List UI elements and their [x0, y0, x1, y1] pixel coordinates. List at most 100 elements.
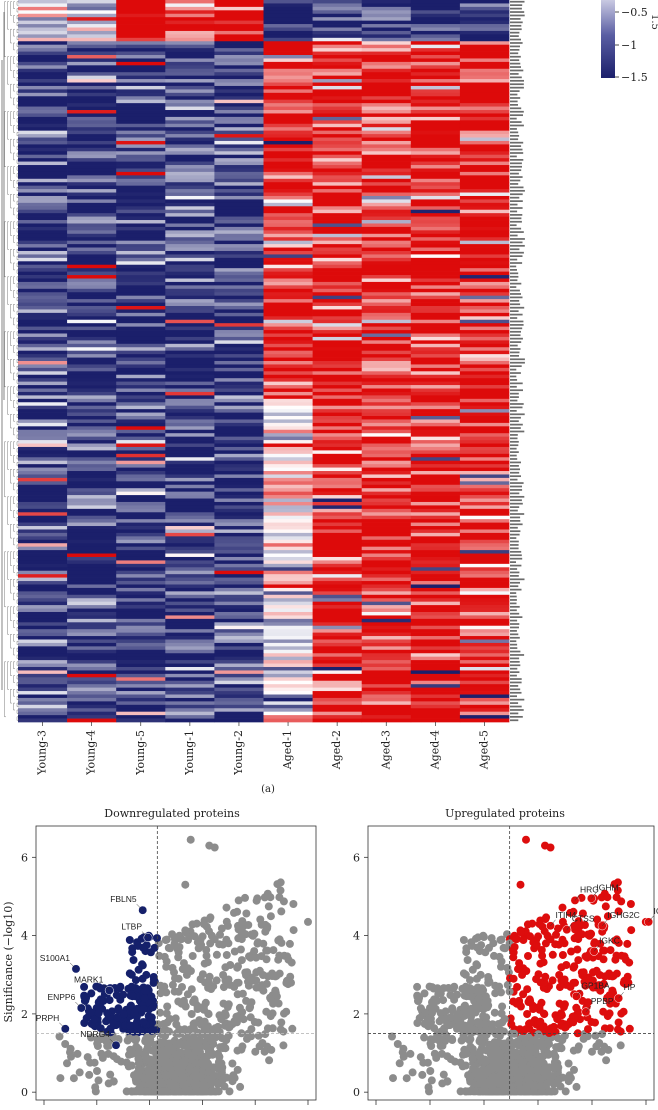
data-point: [198, 932, 207, 941]
heatmap-cell: [165, 570, 215, 575]
heatmap-cell: [459, 333, 510, 338]
heatmap-cell: [459, 481, 510, 486]
data-point: [69, 1074, 78, 1083]
column-labels: Young-3 Young-4 Young-5 Young-1 Young-2 Aged-…: [36, 722, 490, 776]
heatmap-cell: [67, 639, 117, 644]
heatmap-cell: [116, 99, 166, 104]
heatmap-cell: [459, 361, 510, 365]
heatmap-cell: [361, 357, 412, 362]
heatmap-cell: [263, 666, 313, 671]
heatmap-cell: [459, 6, 510, 11]
heatmap-cell: [312, 409, 363, 413]
heatmap-cell: [67, 82, 117, 87]
heatmap-cell: [67, 72, 117, 76]
heatmap-cell: [312, 642, 363, 647]
row-label: [510, 605, 520, 608]
heatmap-cell: [263, 130, 313, 135]
data-point: [626, 900, 635, 908]
column-label: Aged-4: [428, 730, 441, 770]
heatmap-cell: [361, 20, 412, 25]
heatmap-cell: [18, 271, 68, 276]
heatmap-cell: [312, 168, 363, 173]
heatmap-cell: [214, 195, 264, 200]
heatmap-cell: [459, 309, 510, 314]
heatmap-cell: [410, 587, 461, 592]
row-label: [510, 533, 520, 536]
heatmap-cell: [410, 123, 461, 128]
heatmap-cell: [459, 673, 510, 678]
heatmap-cell: [116, 598, 166, 603]
dendrogram-branch: [16, 537, 19, 542]
heatmap-cell: [165, 402, 215, 407]
data-point: [613, 886, 622, 895]
heatmap-cell: [116, 3, 166, 8]
heatmap-cell: [165, 691, 215, 695]
heatmap-cell: [18, 484, 68, 489]
heatmap-cell: [459, 446, 510, 451]
heatmap-cell: [67, 299, 117, 303]
row-label: [510, 691, 522, 694]
heatmap-cell: [116, 295, 166, 300]
heatmap-cell: [263, 206, 313, 211]
heatmap-cell: [361, 41, 412, 46]
heatmap-cell: [361, 202, 412, 207]
heatmap-cell: [165, 79, 215, 83]
heatmap-cell: [312, 127, 363, 131]
heatmap-cell: [67, 625, 117, 630]
heatmap-cell: [165, 587, 215, 592]
data-point: [569, 963, 578, 972]
dendrogram-branch: [13, 400, 15, 408]
heatmap-cell: [361, 189, 412, 193]
heatmap-cell: [410, 44, 461, 49]
heatmap-cell: [214, 560, 264, 565]
heatmap-cell: [263, 41, 313, 46]
dendrogram-branch: [16, 132, 19, 136]
heatmap-cell: [263, 522, 313, 527]
heatmap-cell: [361, 491, 412, 496]
heatmap-cell: [116, 185, 166, 190]
dendrogram-branch: [16, 544, 19, 549]
heatmap-cell: [18, 182, 68, 187]
heatmap-cell: [459, 471, 510, 475]
dendrogram-branch: [16, 352, 19, 356]
row-label: [510, 66, 521, 68]
data-point: [230, 982, 239, 991]
heatmap-cell: [361, 89, 412, 94]
dendrogram-branch: [16, 221, 19, 226]
data-point: [176, 935, 185, 944]
heatmap-cell: [361, 684, 412, 688]
heatmap-cell: [312, 471, 363, 475]
dendrogram-branch: [13, 372, 15, 381]
dendrogram-branch: [16, 579, 19, 583]
heatmap-cell: [312, 0, 363, 4]
heatmap-cell: [214, 233, 264, 238]
heatmap-cell: [214, 395, 264, 400]
heatmap-cell: [312, 629, 363, 633]
heatmap-cell: [410, 185, 461, 190]
heatmap-cell: [312, 622, 363, 627]
heatmap-cell: [116, 711, 166, 716]
data-point: [541, 939, 550, 948]
row-label: [510, 409, 517, 412]
heatmap-cell: [312, 666, 363, 671]
heatmap-cell: [116, 10, 166, 15]
heatmap-cell: [459, 429, 510, 434]
heatmap-cell: [18, 275, 68, 279]
heatmap-cell: [214, 673, 264, 678]
row-label: [510, 557, 523, 560]
heatmap-cell: [214, 58, 264, 63]
heatmap-cell: [67, 292, 117, 297]
heatmap-cell: [361, 577, 412, 582]
row-label: [510, 416, 521, 419]
dendrogram-branch: [16, 42, 19, 47]
data-point: [181, 928, 190, 937]
heatmap-cell: [459, 581, 510, 585]
heatmap-cell: [116, 34, 166, 39]
data-point: [532, 975, 541, 984]
heatmap-cell: [165, 577, 215, 582]
heatmap-cell: [214, 457, 264, 462]
heatmap-cell: [361, 560, 412, 565]
heatmap-cell: [18, 189, 68, 193]
heatmap-cell: [214, 550, 264, 554]
dendrogram-branch: [10, 111, 12, 126]
